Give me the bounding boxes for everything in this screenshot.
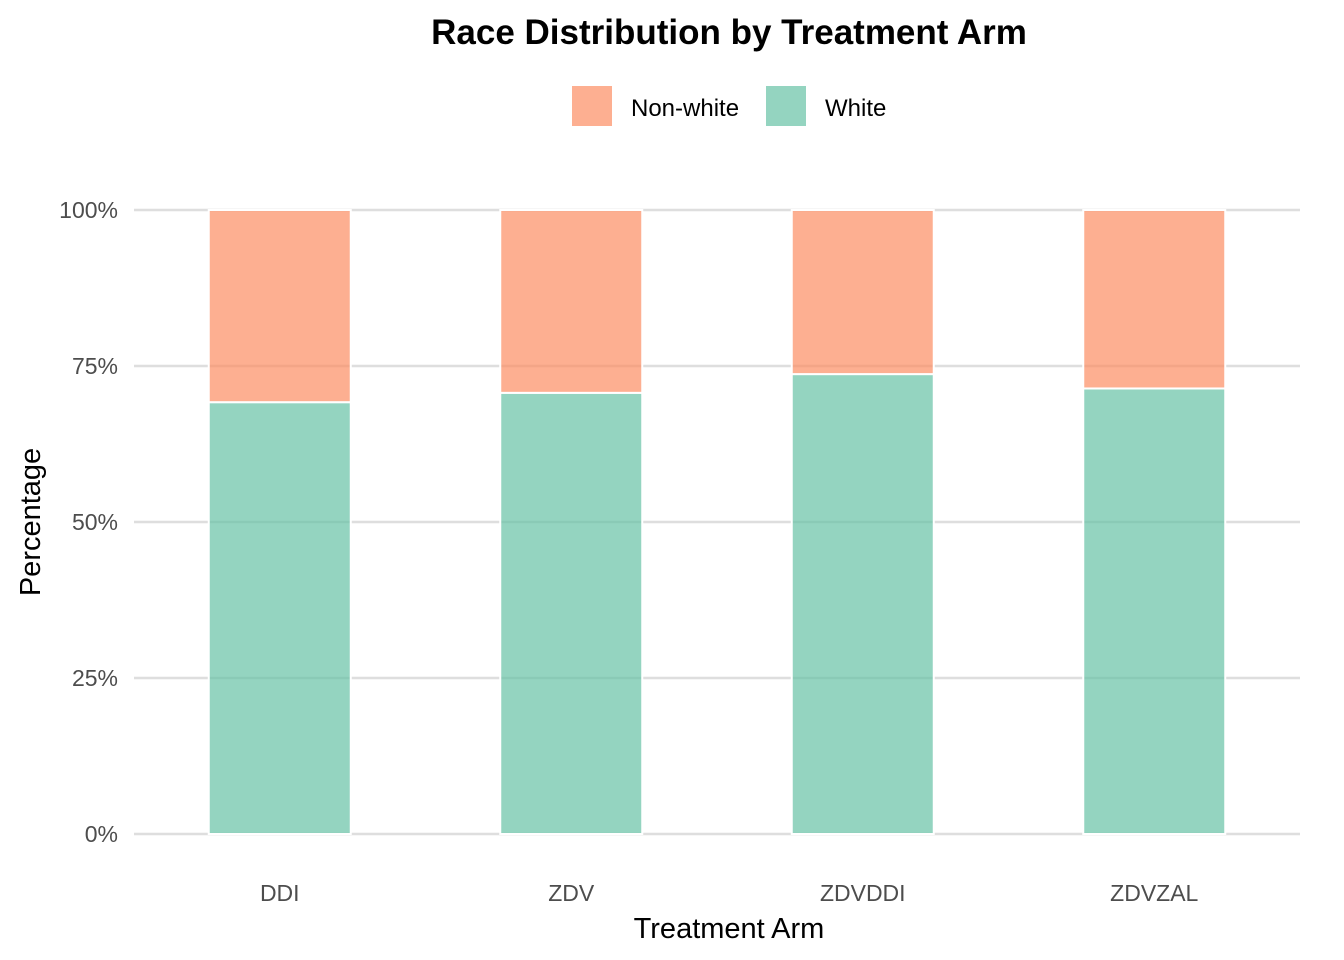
x-tick-label: ZDV bbox=[548, 880, 595, 906]
legend-label-white: White bbox=[825, 95, 886, 122]
y-tick-label: 25% bbox=[72, 665, 118, 691]
y-tick-label: 50% bbox=[72, 509, 118, 535]
x-axis-ticks: DDI ZDV ZDVDDI ZDVZAL bbox=[260, 880, 1199, 906]
x-axis-title: Treatment Arm bbox=[634, 913, 825, 945]
bar-non-white-zdvzal bbox=[1082, 209, 1227, 390]
legend-key-non-white bbox=[572, 86, 612, 126]
bars bbox=[207, 209, 1227, 835]
bar-non-white-zdvddi bbox=[790, 209, 935, 376]
y-axis-ticks: 0% 25% 50% 75% 100% bbox=[59, 197, 118, 847]
x-tick-label: ZDVZAL bbox=[1110, 880, 1198, 906]
bar-white-zdv bbox=[499, 391, 644, 835]
y-tick-label: 0% bbox=[85, 821, 118, 847]
y-tick-label: 75% bbox=[72, 353, 118, 379]
y-axis-title: Percentage bbox=[15, 448, 47, 596]
bar-non-white-zdv bbox=[499, 209, 644, 394]
legend-key-white bbox=[766, 86, 806, 126]
y-tick-label: 100% bbox=[59, 197, 118, 223]
bar-white-zdvzal bbox=[1082, 387, 1227, 835]
bar-white-ddi bbox=[207, 401, 352, 835]
bar-white-zdvddi bbox=[790, 373, 935, 835]
chart-title: Race Distribution by Treatment Arm bbox=[431, 13, 1027, 52]
legend: Non-white White bbox=[572, 86, 886, 126]
bar-non-white-ddi bbox=[207, 209, 352, 404]
x-tick-label: DDI bbox=[260, 880, 300, 906]
x-tick-label: ZDVDDI bbox=[820, 880, 906, 906]
legend-label-non-white: Non-white bbox=[631, 95, 739, 122]
